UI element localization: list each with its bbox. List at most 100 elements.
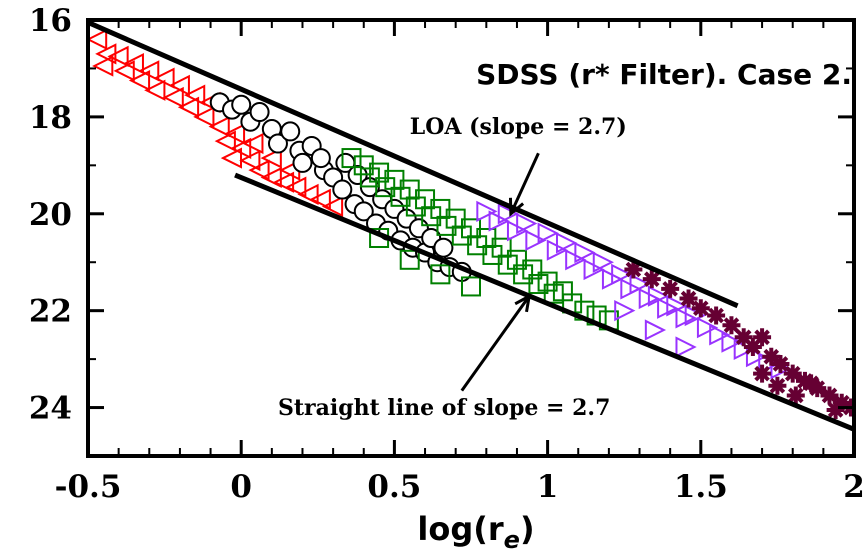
data-point-star-0 (624, 260, 643, 279)
data-point-triangle-right-2 (497, 203, 520, 225)
data-point-circle-6 (267, 133, 288, 154)
data-point-triangle-right-0 (476, 200, 498, 222)
data-point-triangle-left-4 (113, 60, 135, 82)
fit-lines (88, 20, 854, 432)
data-point-square-19 (491, 237, 512, 258)
data-point-triangle-left-29 (242, 132, 264, 155)
data-point-triangle-right-24 (709, 324, 731, 346)
data-point-triangle-left-28 (321, 195, 344, 218)
y-tick-label-2: 20 (29, 197, 72, 233)
data-point-star-12 (783, 364, 802, 383)
data-point-triangle-right-25 (721, 331, 743, 353)
annotation-arrowhead-0 (508, 197, 525, 217)
data-point-star-20 (786, 386, 805, 405)
annotation-arrow-0 (509, 152, 540, 215)
annotation-arrow-1 (460, 295, 531, 392)
data-point-triangle-left-8 (144, 79, 166, 101)
data-point-star-9 (753, 328, 772, 347)
data-point-circle-15 (353, 201, 374, 222)
data-point-triangle-left-27 (309, 188, 331, 210)
data-point-triangle-left-3 (107, 45, 129, 67)
data-point-star-11 (771, 354, 790, 373)
data-point-triangle-left-21 (220, 147, 243, 169)
data-point-triangle-left-12 (177, 96, 200, 118)
chart-marks (88, 28, 854, 419)
data-point-triangle-left-14 (193, 106, 215, 128)
data-point-star-19 (768, 376, 787, 395)
data-point-star-18 (753, 364, 772, 383)
data-point-triangle-left-11 (168, 74, 190, 97)
data-point-triangle-left-17 (214, 130, 236, 152)
data-point-triangle-left-9 (153, 67, 175, 89)
plot-frame (86, 18, 856, 458)
data-point-triangle-left-23 (260, 166, 282, 189)
data-point-star-22 (826, 400, 845, 419)
data-point-triangle-right-30 (614, 300, 636, 322)
reference-line-0 (88, 20, 739, 309)
x-axis-title: log(re) (417, 510, 534, 552)
data-point-circle-13 (332, 179, 353, 200)
y-tick-label-0: 16 (29, 3, 72, 39)
data-point-triangle-left-5 (122, 52, 144, 75)
data-point-star-16 (832, 393, 851, 412)
annotation-label-1: Straight line of slope = 2.7 (278, 395, 610, 421)
data-point-triangle-left-24 (272, 171, 295, 193)
data-point-star-13 (795, 371, 814, 390)
data-point-star-10 (762, 347, 781, 366)
data-point-triangle-right-6 (537, 222, 559, 244)
x-tick-label-3: 1 (537, 469, 559, 505)
y-tick-label-3: 22 (29, 294, 72, 330)
data-point-circle-4 (249, 102, 270, 123)
data-point-square-33 (399, 249, 420, 270)
data-point-circle-33 (433, 237, 454, 258)
data-point-star-21 (802, 374, 821, 393)
data-point-triangle-left-30 (260, 147, 282, 169)
data-point-square-34 (430, 264, 451, 285)
data-point-star-3 (679, 289, 698, 308)
annotation-label-0: LOA (slope = 2.7) (410, 114, 627, 140)
data-point-star-2 (661, 279, 680, 298)
data-point-triangle-left-2 (92, 55, 114, 77)
x-tick-label-4: 1.5 (674, 469, 728, 505)
data-point-star-15 (820, 386, 839, 405)
data-point-triangle-left-26 (297, 183, 319, 206)
data-point-star-1 (642, 270, 661, 289)
data-point-star-5 (707, 306, 726, 325)
chart-title: SDSS (r* Filter). Case 2. (476, 58, 852, 91)
data-point-circle-16 (310, 148, 331, 169)
data-point-triangle-right-12 (592, 251, 614, 273)
data-point-triangle-right-23 (696, 317, 719, 339)
data-point-square-35 (461, 276, 481, 297)
data-point-triangle-left-25 (285, 176, 307, 198)
data-point-circle-2 (231, 94, 252, 115)
data-point-star-7 (734, 328, 753, 347)
x-tick-label-1: 0 (230, 469, 252, 505)
data-point-triangle-right-4 (516, 212, 538, 235)
x-axis-title-close: ) (520, 510, 535, 548)
data-point-square-3 (369, 162, 390, 183)
data-point-triangle-right-8 (555, 232, 578, 254)
reference-line-1 (234, 172, 854, 432)
data-point-triangle-right-10 (574, 241, 596, 264)
data-point-triangle-right-5 (525, 229, 547, 252)
data-point-star-6 (722, 316, 741, 335)
data-point-star-8 (743, 338, 762, 356)
data-point-triangle-left-16 (208, 115, 230, 138)
data-point-circle-9 (292, 152, 313, 173)
data-point-triangle-left-6 (128, 69, 151, 92)
y-tick-label-1: 18 (29, 100, 72, 136)
data-point-triangle-right-32 (675, 336, 697, 358)
data-point-triangle-right-31 (644, 319, 667, 341)
data-point-triangle-left-7 (138, 60, 160, 82)
y-tick-label-4: 24 (29, 391, 72, 427)
axis-ticks: -0.5 0 0.5 1 1.5 2 16 18 20 22 24 (29, 3, 865, 505)
data-point-square-1 (353, 155, 374, 176)
data-point-triangle-left-22 (248, 159, 270, 181)
data-point-triangle-left-0 (88, 28, 108, 50)
annotation-arrowhead-1 (514, 293, 532, 313)
data-point-triangle-left-20 (239, 149, 261, 172)
data-point-circle-7 (280, 121, 301, 142)
data-point-triangle-right-22 (684, 304, 706, 327)
x-axis-title-sub: e (504, 526, 520, 552)
x-axis-title-main: log(r (417, 510, 503, 548)
